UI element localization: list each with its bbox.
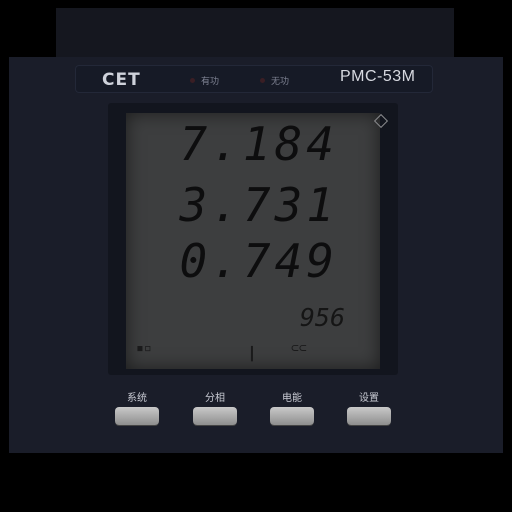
settings-button[interactable] [347, 407, 391, 425]
indicator-reactive-power: 无功 [260, 74, 289, 87]
system-button[interactable] [115, 407, 159, 425]
header-bar [75, 65, 433, 93]
brand-logo: CET [102, 70, 141, 90]
reading-2: 3.731 [179, 178, 338, 232]
reading-3: 0.749 [179, 234, 338, 288]
bar-icon: ▎ [251, 347, 259, 362]
model-number: PMC-53M [340, 68, 416, 85]
button-label-system: 系统 [127, 393, 147, 404]
status-icon: ▪▫ [136, 341, 152, 356]
phase-button[interactable] [193, 407, 237, 425]
led-icon [190, 78, 195, 83]
indicator-active-power: 有功 [190, 74, 219, 87]
button-label-phase: 分相 [205, 393, 225, 404]
reading-1: 7.184 [179, 117, 338, 171]
background-top [56, 8, 454, 58]
energy-button[interactable] [270, 407, 314, 425]
lcd-display: 7.184 3.731 0.749 956 ▪▫ ▎ ⊂⊂ [126, 113, 389, 369]
comm-icon: ⊂⊂ [291, 341, 307, 356]
indicator-label: 有功 [201, 77, 220, 87]
button-label-settings: 设置 [359, 393, 379, 404]
secondary-reading: 956 [299, 303, 345, 332]
indicator-label: 无功 [271, 77, 290, 87]
button-label-energy: 电能 [282, 393, 302, 404]
led-icon [260, 78, 265, 83]
